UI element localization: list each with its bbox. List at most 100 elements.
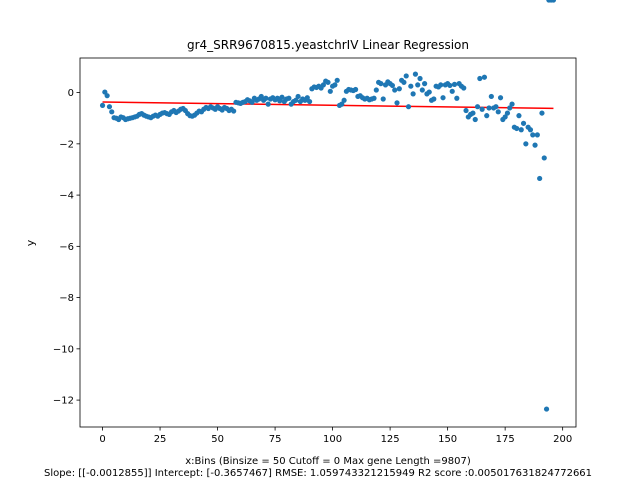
data-point [472,116,478,123]
data-point [454,95,460,101]
y-tick-label: −10 [53,344,74,355]
data-point [532,142,538,148]
data-point [502,114,508,120]
data-point [539,110,545,116]
data-point [507,105,513,111]
data-point [403,73,409,79]
data-point [392,87,398,93]
data-point [518,127,524,133]
x-tick-label: 200 [553,434,572,445]
y-tick-label: −8 [59,293,74,304]
x-tick-label: 150 [438,434,457,445]
data-point [479,106,485,112]
x-axis: 0 25 50 75 100 125 150 175 200 [99,427,572,445]
data-point [295,93,301,100]
data-point [514,125,520,132]
data-point [286,95,292,101]
data-point [419,87,425,93]
x-tick-label: 25 [154,434,167,445]
data-point [320,82,326,88]
data-points-layer [99,0,557,412]
data-point [543,406,550,412]
data-point [449,88,455,94]
data-point [484,113,490,119]
y-tick-label: −6 [59,242,74,253]
y-tick-label: −2 [59,139,74,150]
data-point [451,81,458,87]
y-tick-label: −12 [53,396,74,407]
data-point [258,93,264,100]
data-point [405,104,412,110]
data-point [550,0,557,3]
plot-area [79,57,577,428]
data-point [304,95,310,101]
data-point [477,75,483,82]
y-axis-label: y [24,239,37,246]
data-point [106,104,113,110]
data-point [341,97,347,103]
x-tick-label: 100 [323,434,342,445]
plot-frame [79,57,577,428]
data-point [493,104,499,110]
data-point [231,108,237,114]
y-tick-label: 0 [68,88,74,99]
data-point [265,101,271,107]
x-tick-label: 75 [269,434,282,445]
data-point [431,96,437,102]
data-point [249,99,255,105]
data-point [408,83,414,89]
data-point [279,94,285,100]
data-point [389,82,396,89]
data-point [325,79,331,85]
data-point [497,95,504,101]
data-point [396,86,402,92]
data-point [334,77,340,83]
data-point [523,141,529,147]
data-point [504,110,511,116]
data-point [410,91,416,97]
regression-stats: Slope: [[-0.0012855]] Intercept: [-0.365… [44,468,592,479]
data-point [481,74,488,80]
data-point [371,95,377,101]
data-point [534,132,540,138]
data-point [440,95,446,101]
data-point [109,109,115,115]
data-point [104,93,110,99]
data-point [486,105,492,111]
chart-title: gr4_SRR9670815.yeastchrIV Linear Regress… [187,38,469,52]
y-tick-label: −4 [59,191,74,202]
data-point [527,127,534,133]
data-point [378,81,384,87]
y-axis: 0 −2 −4 −6 −8 −10 −12 [53,88,80,407]
data-point [306,98,313,105]
data-point [293,97,299,103]
data-point [509,101,515,107]
data-point [488,93,494,100]
data-point [495,109,501,115]
data-point [417,75,423,82]
x-tick-label: 125 [381,434,400,445]
data-point [380,96,386,102]
data-point [263,95,269,101]
data-point [415,82,421,88]
data-point [541,155,547,161]
data-point [401,79,407,85]
data-point [537,175,543,182]
data-point [474,104,481,110]
data-point [530,132,536,138]
data-point [99,102,106,109]
data-point [332,82,338,88]
data-point [412,71,419,77]
data-point [426,89,432,95]
data-point [422,81,428,87]
data-point [339,101,345,107]
data-point [394,100,400,106]
data-point [438,82,444,88]
data-point [373,87,379,93]
data-point [520,120,527,126]
x-axis-label: x:Bins (Binsize = 50 Cutoff = 0 Max gene… [185,456,471,467]
x-tick-label: 0 [99,434,105,445]
x-tick-label: 175 [496,434,515,445]
